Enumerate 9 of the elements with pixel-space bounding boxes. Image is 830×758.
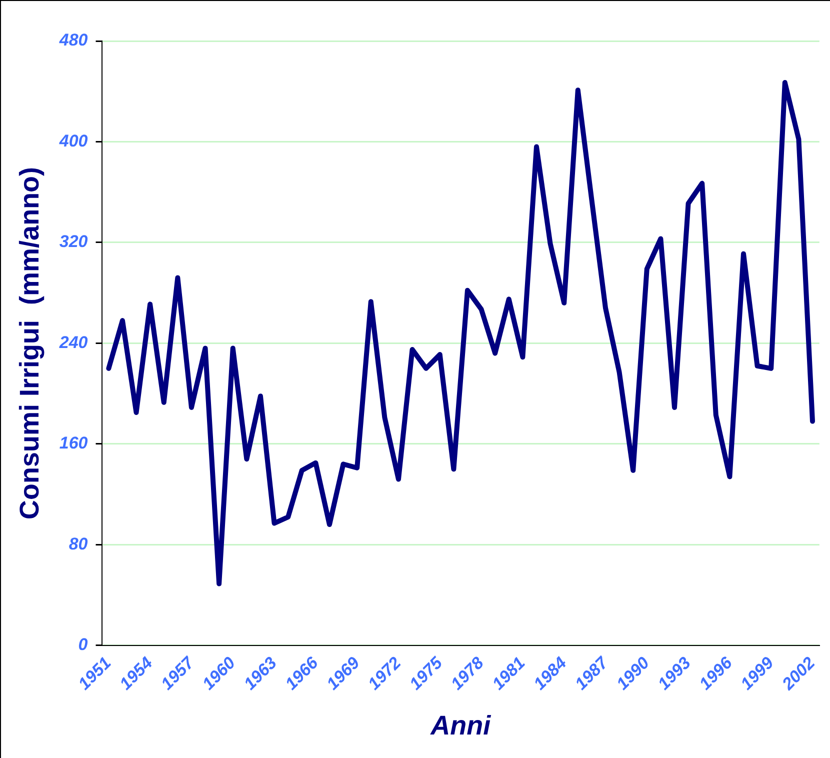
y-tick-label: 480: [58, 30, 88, 50]
y-axis-title: Consumi Irrigui (mm/anno): [14, 166, 45, 520]
y-tick-label: 160: [59, 434, 88, 453]
y-tick-label: 400: [58, 131, 88, 150]
y-tick-label: 80: [68, 534, 88, 554]
y-tick-label: 320: [59, 232, 88, 252]
x-axis-title: Anni: [430, 710, 492, 740]
y-tick-label: 0: [78, 635, 88, 654]
y-tick-label: 240: [58, 332, 88, 352]
